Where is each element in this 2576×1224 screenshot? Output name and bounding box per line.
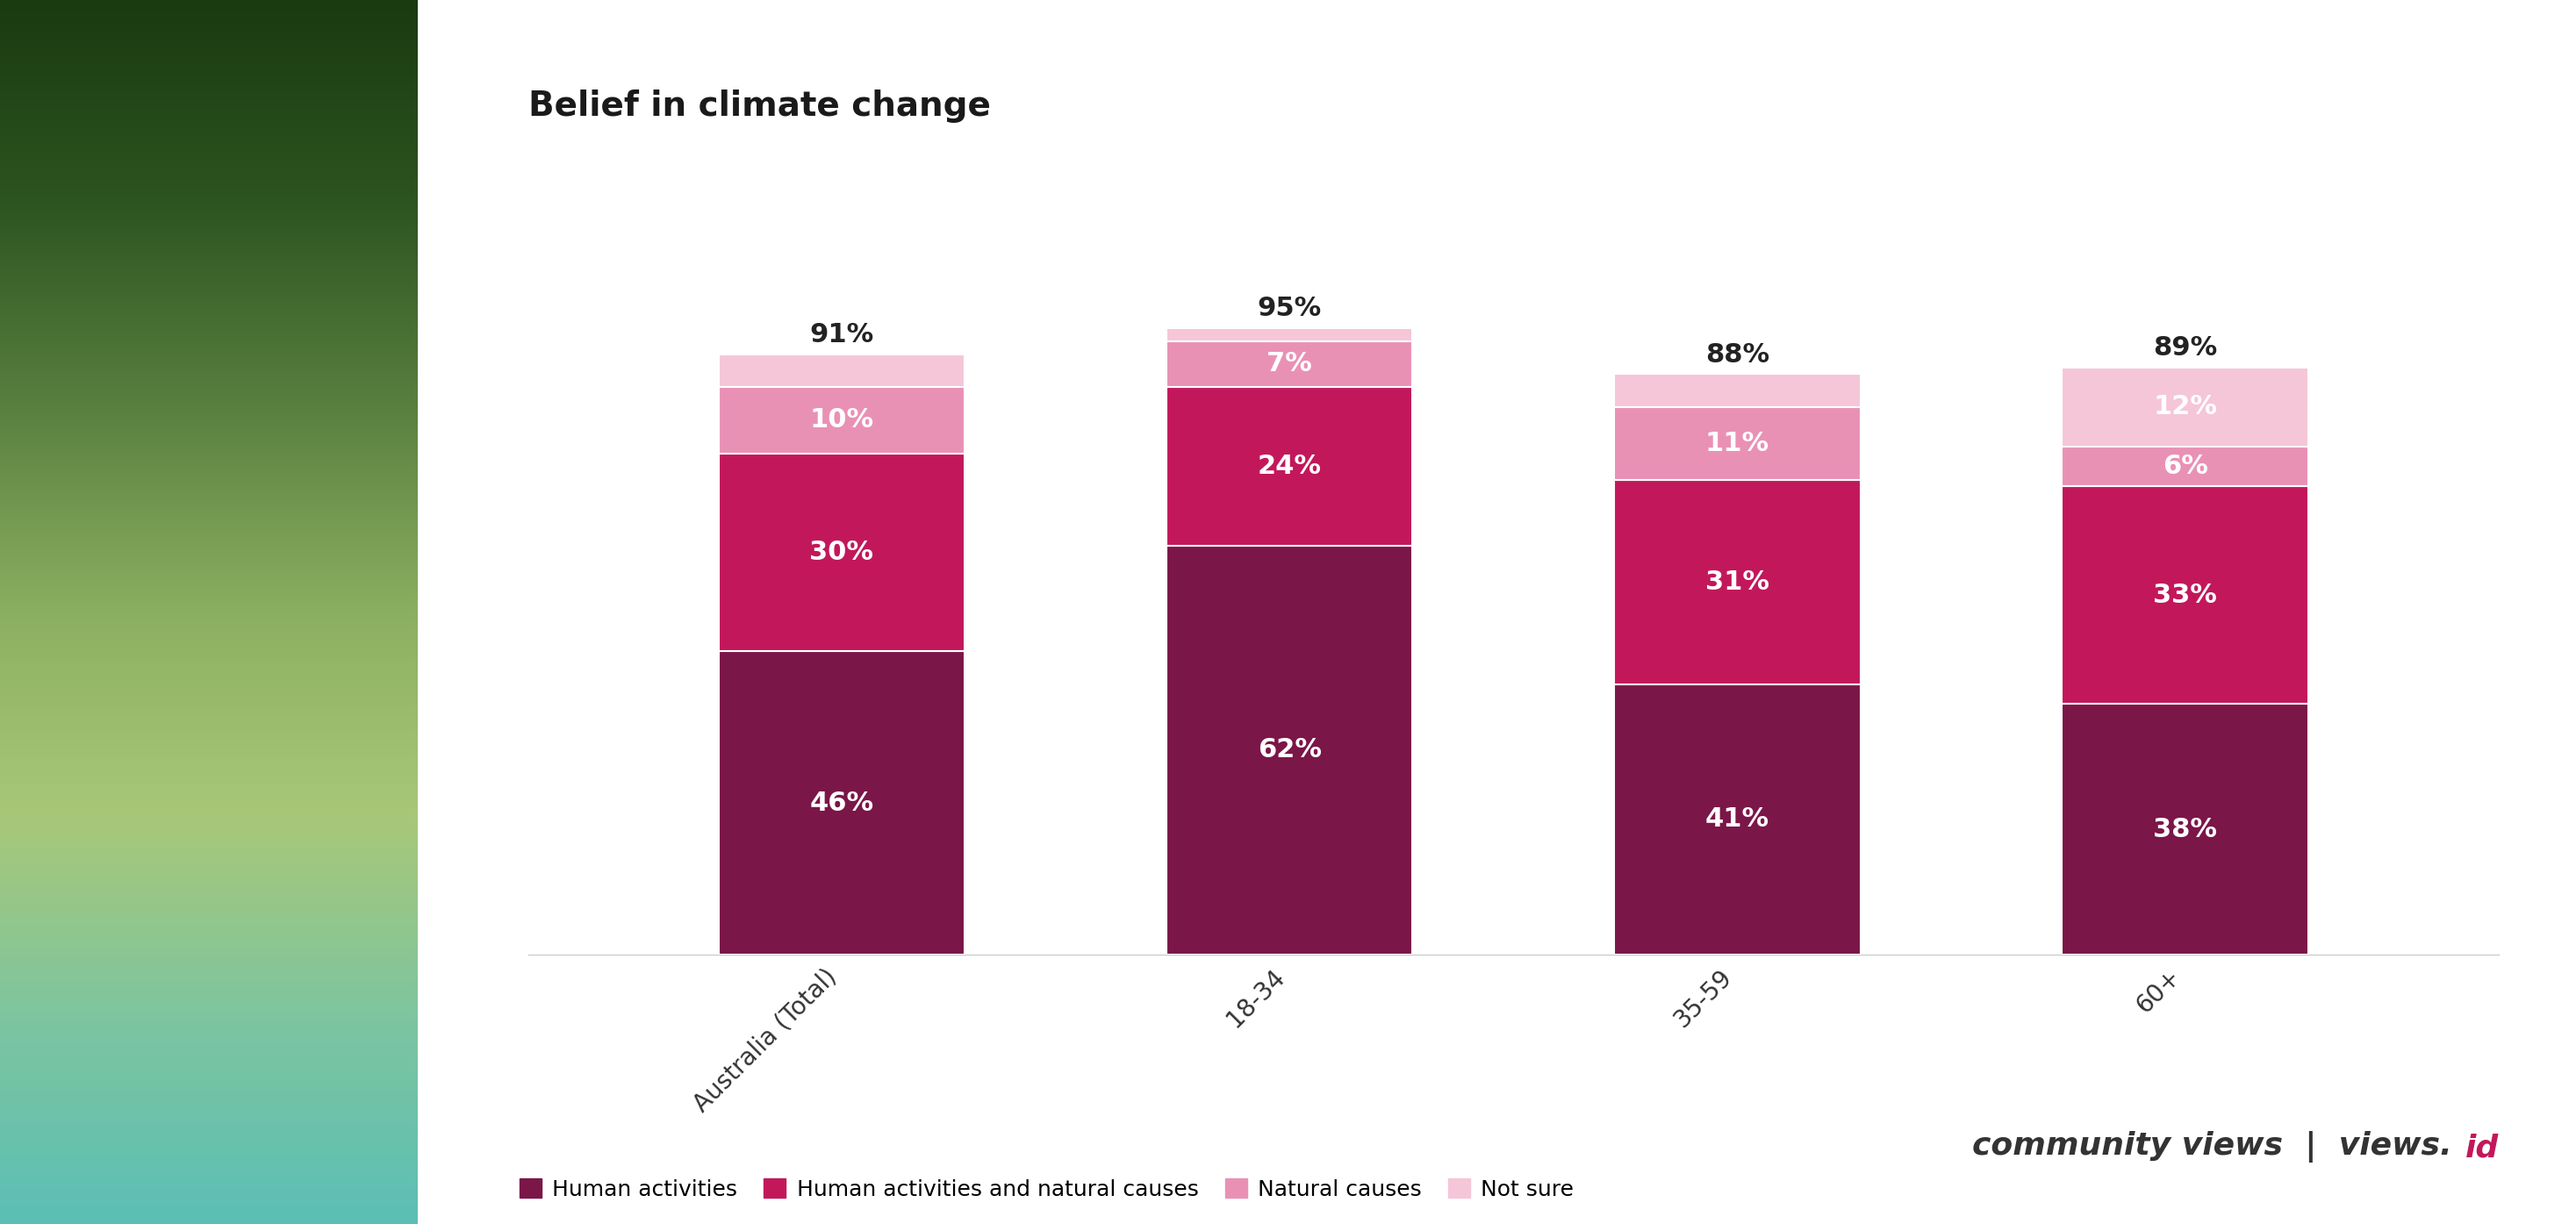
Text: community views  |  views.: community views | views. bbox=[1973, 1131, 2452, 1163]
Text: 88%: 88% bbox=[1705, 341, 1770, 367]
Bar bbox=[1167, 328, 1412, 341]
Bar bbox=[1167, 546, 1412, 955]
Bar bbox=[2061, 447, 2308, 486]
Text: 30%: 30% bbox=[809, 540, 873, 565]
Legend: Human activities, Human activities and natural causes, Natural causes, Not sure: Human activities, Human activities and n… bbox=[520, 1179, 1574, 1200]
Text: 31%: 31% bbox=[1705, 569, 1770, 595]
Text: 33%: 33% bbox=[2154, 583, 2218, 608]
Text: Belief in climate change: Belief in climate change bbox=[528, 89, 992, 122]
Bar bbox=[1615, 480, 1860, 684]
Text: 38%: 38% bbox=[2154, 816, 2218, 842]
Text: 10%: 10% bbox=[809, 408, 873, 433]
Bar bbox=[2061, 704, 2308, 955]
Text: 91%: 91% bbox=[809, 322, 873, 348]
Bar bbox=[719, 453, 966, 651]
Text: id: id bbox=[2465, 1133, 2499, 1163]
Bar bbox=[2061, 367, 2308, 447]
Text: 6%: 6% bbox=[2161, 454, 2208, 479]
Text: 41%: 41% bbox=[1705, 807, 1770, 832]
Bar bbox=[2061, 486, 2308, 704]
Bar bbox=[1615, 408, 1860, 480]
Bar bbox=[719, 387, 966, 453]
Text: 24%: 24% bbox=[1257, 454, 1321, 479]
Bar bbox=[719, 354, 966, 387]
Text: 12%: 12% bbox=[2154, 394, 2218, 420]
Bar bbox=[1167, 387, 1412, 546]
Bar bbox=[719, 651, 966, 955]
Bar bbox=[1615, 684, 1860, 955]
Text: 46%: 46% bbox=[809, 791, 873, 815]
Text: 62%: 62% bbox=[1257, 737, 1321, 763]
Bar bbox=[1615, 375, 1860, 408]
Text: 89%: 89% bbox=[2154, 335, 2218, 361]
Text: 95%: 95% bbox=[1257, 296, 1321, 321]
Text: 7%: 7% bbox=[1267, 351, 1311, 377]
Bar bbox=[1167, 341, 1412, 387]
Text: 11%: 11% bbox=[1705, 431, 1770, 457]
